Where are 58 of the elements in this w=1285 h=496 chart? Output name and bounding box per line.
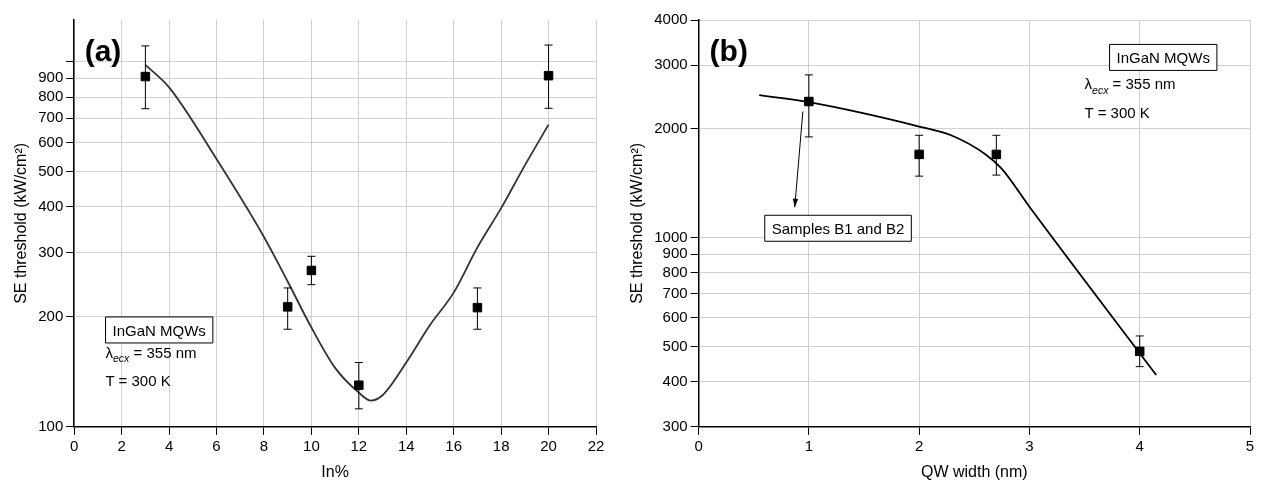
y-tick-label: 700 <box>38 108 64 126</box>
y-tick-label: 500 <box>38 161 64 179</box>
x-tick-label: 0 <box>70 436 79 454</box>
point <box>140 71 151 82</box>
y-tick-label: 200 <box>38 307 64 325</box>
x-tick-label: 10 <box>303 436 320 454</box>
point <box>472 302 483 313</box>
x-tick-label: 3 <box>1025 436 1034 454</box>
y-tick-label: 300 <box>38 242 64 260</box>
y-tick-label: 600 <box>38 132 64 150</box>
x-tick-label: 5 <box>1245 436 1255 454</box>
y-tick-label: 300 <box>662 416 688 434</box>
y-tick-label: 800 <box>662 262 688 280</box>
x-tick-label: 4 <box>164 436 174 454</box>
x-tick-label: 6 <box>212 436 221 454</box>
line-series <box>758 94 1158 376</box>
y-tick-label: 500 <box>662 336 688 354</box>
y-tick-label: 100 <box>38 416 64 434</box>
y-tick-label: 900 <box>662 244 688 262</box>
x-tick-label: 2 <box>117 436 126 454</box>
y-tick-label: 700 <box>662 283 688 301</box>
x-tick-label: 1 <box>804 436 814 454</box>
point <box>354 380 364 390</box>
point <box>914 149 924 160</box>
y-tick-label: 1000 <box>654 227 688 245</box>
y-tick-label: 4000 <box>654 10 688 28</box>
annotation: (b) <box>709 33 748 67</box>
annotation: (a) <box>84 33 122 67</box>
y-tick-label: 600 <box>662 308 688 326</box>
point <box>543 70 554 81</box>
y-tick-label: 800 <box>38 87 64 105</box>
point <box>991 149 1002 160</box>
x-tick-label: 18 <box>492 436 510 454</box>
x-tick-label: 22 <box>587 436 605 454</box>
y-tick-label: 400 <box>38 197 64 215</box>
annotation: T = 300 K <box>105 372 171 390</box>
x-axis-title: In% <box>321 462 349 480</box>
x-tick-label: 20 <box>540 436 557 454</box>
point <box>282 302 293 312</box>
y-tick-label: 3000 <box>654 55 688 73</box>
x-tick-label: 16 <box>445 436 463 454</box>
annotation: InGaN MQWs <box>1116 49 1210 67</box>
x-tick-label: 14 <box>397 436 415 454</box>
x-tick-label: 12 <box>350 436 368 454</box>
y-tick-label: 400 <box>662 371 688 389</box>
annotation: Samples B1 and B2 <box>771 220 905 238</box>
x-tick-label: 0 <box>694 436 703 454</box>
y-tick-label: 900 <box>38 68 64 86</box>
annotation: InGaN MQWs <box>112 321 206 339</box>
point <box>1134 346 1145 357</box>
annotation: T = 300 K <box>1084 103 1150 121</box>
y-axis-title: SE threshold (kW/cm²) <box>12 142 30 304</box>
x-axis-title: QW width (nm) <box>920 462 1028 480</box>
y-axis-title: SE threshold (kW/cm²) <box>628 142 646 304</box>
x-tick-label: 4 <box>1135 436 1144 454</box>
y-tick-label: 2000 <box>654 119 688 136</box>
x-tick-label: 8 <box>259 436 269 454</box>
x-tick-label: 2 <box>914 436 924 454</box>
